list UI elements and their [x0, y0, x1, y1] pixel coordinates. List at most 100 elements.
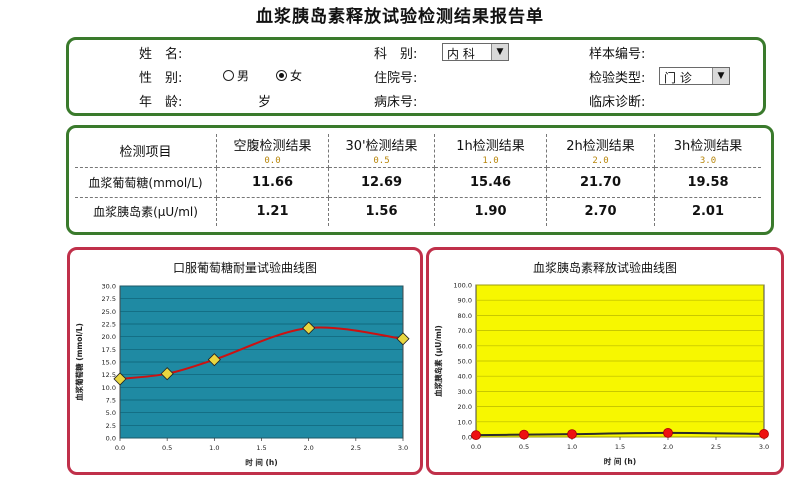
table-cell: 11.66: [216, 167, 329, 198]
table-row: 血浆胰岛素(μU/ml) 1.21 1.56 1.90 2.70 2.01: [75, 197, 761, 226]
x-tick-label: 0.5: [519, 443, 529, 451]
table-cell: 1.21: [216, 197, 329, 226]
glucose-chart: 口服葡萄糖耐量试验曲线图 0.0 2.5 5.0 7.5 10.0 12.5 15.0 17.5…: [74, 260, 410, 467]
glucose-chart-panel: 口服葡萄糖耐量试验曲线图 0.0 2.5 5.0 7.5 10.0 12.5 15.0 17.5…: [67, 247, 423, 475]
y-tick-label: 25.0: [102, 308, 116, 316]
y-tick-label: 50.0: [458, 358, 472, 366]
data-point: [663, 427, 673, 438]
column-time: 2.0: [592, 155, 609, 166]
y-tick-label: 60.0: [458, 342, 472, 350]
inpatient-label: 住院号:: [374, 71, 418, 86]
x-tick-label: 1.5: [615, 443, 625, 451]
table-cell: 21.70: [546, 167, 655, 198]
column-header: 2h检测结果 2.0: [546, 134, 655, 168]
insulin-chart-panel: 血浆胰岛素释放试验曲线图 0.0 10.0 20.0 30.0 40.0 50.0 60.0 7…: [426, 247, 784, 475]
chevron-down-icon[interactable]: ▼: [491, 44, 508, 60]
y-tick-label: 2.5: [106, 422, 116, 430]
column-header: 1h检测结果 1.0: [434, 134, 547, 168]
x-tick-label: 2.5: [711, 443, 721, 451]
y-tick-label: 70.0: [458, 327, 472, 335]
data-point: [759, 429, 769, 439]
chart-title: 血浆胰岛素释放试验曲线图: [533, 260, 677, 275]
insulin-chart: 血浆胰岛素释放试验曲线图 0.0 10.0 20.0 30.0 40.0 50.0 60.0 7…: [433, 260, 769, 466]
series-line: [475, 431, 765, 437]
results-table: 检测项目 空腹检测结果 0.0 30'检测结果 0.5 1h检测结果 1.0 2h检测…: [75, 134, 761, 226]
chevron-down-icon[interactable]: ▼: [712, 68, 729, 84]
x-tick-label: 1.5: [256, 444, 266, 452]
y-tick-label: 10.0: [102, 384, 116, 392]
data-point: [519, 429, 529, 440]
exam-type-label: 检验类型:: [589, 71, 646, 86]
data-point: [567, 429, 577, 440]
column-time: 3.0: [699, 155, 717, 166]
y-tick-label: 12.5: [102, 371, 116, 379]
y-axis-label: 血浆葡萄糖 (mmol/L): [74, 323, 84, 401]
column-label: 空腹检测结果: [233, 138, 312, 154]
chart-title: 口服葡萄糖耐量试验曲线图: [173, 260, 317, 275]
x-tick-label: 2.0: [303, 444, 313, 452]
report-title: 血浆胰岛素释放试验检测结果报告单: [256, 7, 544, 27]
column-label: 30'检测结果: [345, 138, 418, 154]
y-tick-label: 90.0: [458, 297, 472, 305]
x-tick-label: 0.5: [162, 444, 172, 452]
y-tick-label: 30.0: [102, 283, 116, 291]
name-label: 姓 名:: [139, 47, 183, 62]
sex-female-label: 女: [290, 69, 303, 83]
column-time: 0.0: [264, 155, 281, 166]
data-point: [207, 353, 221, 367]
data-point: [396, 332, 410, 346]
column-label: 3h检测结果: [673, 138, 743, 154]
column-label: 2h检测结果: [566, 138, 635, 154]
x-axis-label: 时 间 (h): [245, 457, 277, 467]
diagnosis-label: 临床诊断:: [589, 95, 646, 110]
y-tick-label: 80.0: [458, 312, 472, 320]
series-line: [119, 326, 404, 380]
y-tick-label: 7.5: [106, 397, 116, 405]
dept-select[interactable]: 内 科 ▼: [442, 43, 509, 61]
x-tick-label: 2.0: [663, 443, 673, 451]
table-cell: 15.46: [434, 167, 547, 198]
exam-type-select-value: 门 诊: [664, 71, 692, 85]
table-row: 血浆葡萄糖(mmol/L) 11.66 12.69 15.46 21.70 19…: [75, 167, 761, 198]
table-cell: 2.01: [691, 204, 725, 220]
data-point: [160, 367, 174, 381]
dept-label: 科 别:: [374, 47, 418, 62]
y-tick-label: 20.0: [458, 403, 472, 411]
y-tick-label: 27.5: [102, 295, 116, 303]
y-tick-label: 40.0: [458, 373, 472, 381]
y-tick-label: 30.0: [458, 388, 472, 396]
y-axis-label: 血浆胰岛素 (μU/ml): [433, 325, 443, 397]
table-cell: 1.56: [328, 197, 435, 226]
x-tick-label: 0.0: [115, 444, 125, 452]
patient-info-panel: 姓 名: 性 别: 年 龄: 男 女 岁 科 别: 内 科 ▼ 住院号: 病床号…: [66, 37, 766, 116]
y-tick-label: 22.5: [102, 321, 116, 329]
table-cell: 12.69: [328, 167, 435, 198]
table-cell: 2.70: [546, 197, 655, 226]
x-tick-label: 1.0: [209, 444, 219, 452]
column-header: 3h检测结果 3.0: [654, 134, 761, 168]
row-name: 血浆葡萄糖(mmol/L): [75, 167, 217, 198]
sex-label: 性 别:: [139, 71, 183, 86]
sex-male-radio[interactable]: [223, 70, 234, 81]
column-time: 1.0: [482, 155, 499, 166]
data-point: [471, 430, 481, 441]
y-tick-label: 0.0: [462, 434, 472, 442]
x-tick-label: 3.0: [398, 444, 408, 452]
sex-female-radio[interactable]: [276, 70, 287, 81]
row-name: 血浆胰岛素(μU/ml): [75, 197, 217, 226]
x-tick-label: 2.5: [351, 444, 361, 452]
exam-type-select[interactable]: 门 诊 ▼: [659, 67, 730, 85]
age-unit: 岁: [258, 95, 272, 110]
x-axis-label: 时 间 (h): [604, 456, 636, 466]
table-cell: 19.58: [654, 167, 761, 198]
column-time: 0.5: [373, 155, 390, 166]
x-tick-label: 3.0: [759, 443, 769, 451]
age-label: 年 龄:: [139, 95, 183, 110]
y-tick-label: 0.0: [106, 435, 116, 443]
y-tick-label: 20.0: [102, 333, 116, 341]
y-tick-label: 100.0: [453, 282, 472, 290]
y-tick-label: 10.0: [458, 418, 472, 426]
dept-select-value: 内 科: [447, 47, 475, 61]
x-tick-label: 0.0: [471, 443, 481, 451]
sex-male-label: 男: [237, 69, 250, 83]
